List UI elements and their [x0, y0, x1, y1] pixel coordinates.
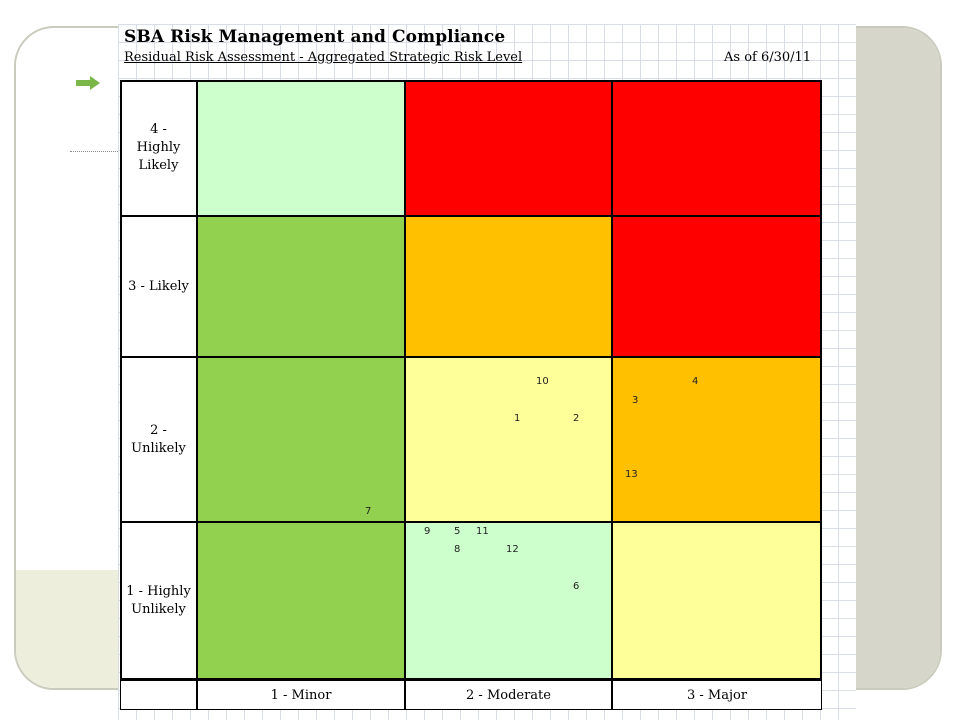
page-title: SBA Risk Management and Compliance: [124, 27, 506, 47]
cell-r4-c3: [612, 80, 822, 216]
row-label-unlikely: 2 - Unlikely: [120, 357, 197, 522]
risk-item-12: 12: [506, 544, 519, 555]
row-label-highly-likely: 4 - Highly Likely: [120, 80, 197, 216]
column-label-minor: 1 - Minor: [197, 680, 405, 710]
risk-item-10: 10: [536, 376, 549, 387]
risk-item-13: 13: [625, 469, 638, 480]
slide-right-panel: [852, 28, 940, 688]
column-label-corner: [120, 680, 197, 710]
risk-item-3: 3: [632, 395, 639, 406]
risk-item-11: 11: [476, 526, 489, 537]
cell-r3-c3: [612, 216, 822, 357]
as-of-date: As of 6/30/11: [724, 50, 812, 65]
cell-r4-c1: [197, 80, 405, 216]
cell-r3-c2: [405, 216, 612, 357]
dotted-rule: [70, 151, 120, 152]
risk-item-1: 1: [514, 413, 521, 424]
risk-item-6: 6: [573, 581, 580, 592]
cell-r2-c3: [612, 357, 822, 522]
risk-item-7: 7: [365, 506, 372, 517]
cell-r3-c1: [197, 216, 405, 357]
cell-r2-c2: [405, 357, 612, 522]
arrow-right-icon: [76, 76, 100, 90]
risk-item-2: 2: [573, 413, 580, 424]
risk-item-5: 5: [454, 526, 461, 537]
cell-r1-c1: [197, 522, 405, 680]
risk-item-4: 4: [692, 376, 699, 387]
risk-item-8: 8: [454, 544, 461, 555]
risk-matrix: 4 - Highly Likely 3 - Likely 2 - Unlikel…: [120, 80, 822, 710]
page-subtitle: Residual Risk Assessment - Aggregated St…: [124, 50, 523, 65]
row-label-likely: 3 - Likely: [120, 216, 197, 357]
cell-r2-c1: [197, 357, 405, 522]
row-label-highly-unlikely: 1 - Highly Unlikely: [120, 522, 197, 680]
risk-item-9: 9: [424, 526, 431, 537]
cell-r1-c3: [612, 522, 822, 680]
column-label-major: 3 - Major: [612, 680, 822, 710]
column-label-moderate: 2 - Moderate: [405, 680, 612, 710]
cell-r4-c2: [405, 80, 612, 216]
